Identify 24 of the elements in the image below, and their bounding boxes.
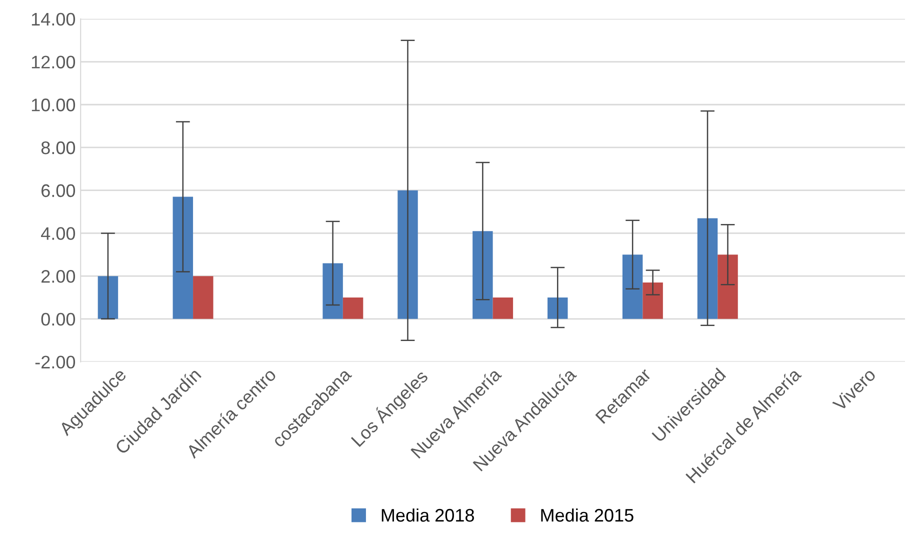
bar bbox=[172, 196, 194, 319]
bar bbox=[342, 298, 364, 319]
y-tick-label: 14.00 bbox=[32, 12, 76, 26]
legend-label: Media 2018 bbox=[382, 508, 474, 522]
bar bbox=[472, 231, 493, 319]
y-tick-label: 0.00 bbox=[41, 312, 76, 326]
y-tick-label: 10.00 bbox=[32, 98, 76, 112]
y-tick-label: 2.00 bbox=[42, 270, 76, 283]
y-tick-label: 4.00 bbox=[41, 227, 76, 240]
y-tick-label: 6.00 bbox=[42, 184, 76, 198]
legend-label: Media 2015 bbox=[541, 508, 634, 522]
y-tick-label: 8.00 bbox=[41, 141, 76, 154]
bar bbox=[697, 218, 718, 319]
bar bbox=[642, 282, 663, 319]
bar bbox=[98, 276, 118, 319]
bar bbox=[492, 298, 514, 319]
bar bbox=[548, 298, 568, 319]
bar bbox=[398, 190, 418, 319]
bar bbox=[718, 254, 738, 319]
bar bbox=[622, 254, 643, 319]
y-tick-label: -2.00 bbox=[35, 356, 76, 369]
bar bbox=[193, 276, 214, 319]
bar bbox=[322, 263, 343, 319]
y-tick-label: 12.00 bbox=[32, 56, 76, 68]
